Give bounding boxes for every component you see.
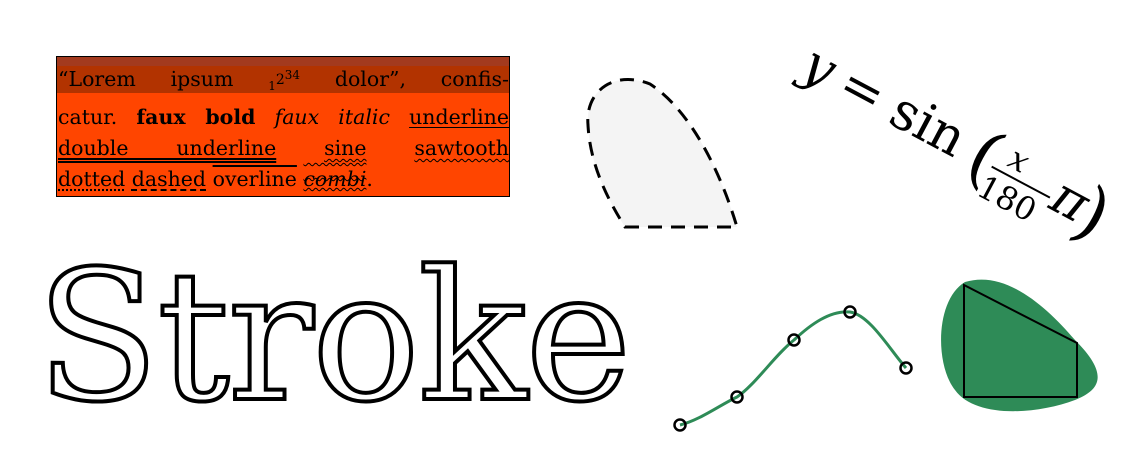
formula-fraction-bar <box>991 165 1051 199</box>
text-sawtooth: sawtooth <box>414 136 509 160</box>
curve-point <box>787 333 801 347</box>
formula-sin: sin <box>880 80 976 169</box>
text-box-line-highlight <box>57 66 509 93</box>
bezier-curve-graphic <box>673 305 913 432</box>
rich-text-box: “Lorem ipsum 1234 dolor”, confis- catur.… <box>56 56 510 197</box>
text-period: . <box>366 167 373 191</box>
text-underline: underline <box>409 105 509 129</box>
stroke-text: Stroke <box>34 233 634 442</box>
blob-shape-graphic <box>941 279 1098 412</box>
text-double-underline: double underline <box>58 136 277 160</box>
text-sine: sine <box>324 136 367 160</box>
dashed-shape-outline <box>586 78 740 229</box>
text-faux-italic: faux italic <box>274 105 390 129</box>
superscript-text: 34 <box>284 68 301 82</box>
text-numbers: 1234 <box>268 67 301 93</box>
text-line-3: double underline sine sawtooth <box>58 133 509 164</box>
polygon-outline <box>963 283 1078 398</box>
curve-point <box>843 305 857 319</box>
rich-text-paragraph: “Lorem ipsum 1234 dolor”, confis- catur.… <box>58 60 509 195</box>
text-line-4: dotted dashed overline combi. <box>58 164 509 195</box>
text-confis: confis- <box>440 67 509 91</box>
subscript-text: 1 <box>268 79 276 93</box>
text-faux-bold: faux bold <box>136 105 256 129</box>
normal-number-text: 2 <box>275 72 285 88</box>
dashed-shape <box>586 78 740 229</box>
text-overline: overline <box>212 167 297 191</box>
text-lorem: “Lorem <box>58 67 136 91</box>
curve-point <box>730 390 744 404</box>
text-dotted: dotted <box>58 167 126 191</box>
text-catur: catur. <box>58 105 118 129</box>
text-dolor: dolor”, <box>334 67 407 91</box>
text-box-top-band <box>57 57 509 66</box>
formula-equals: = <box>829 53 896 126</box>
curve-point <box>673 418 687 432</box>
text-ipsum: ipsum <box>170 67 234 91</box>
green-blob <box>941 279 1098 412</box>
formula-graphic: y = sin ( x 180 π ) <box>790 33 1124 257</box>
text-line-1: “Lorem ipsum 1234 dolor”, confis- <box>58 60 509 102</box>
text-combi: combi <box>303 167 367 191</box>
curve-point <box>899 361 913 375</box>
text-dashed: dashed <box>131 167 207 191</box>
curve-line <box>679 310 908 427</box>
text-line-2: catur. faux bold faux italic underline <box>58 102 509 133</box>
